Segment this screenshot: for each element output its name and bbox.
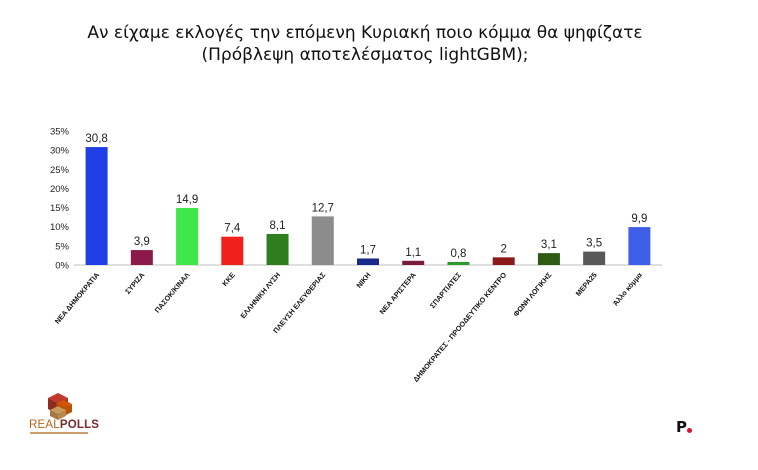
realpolls-underline [30, 432, 88, 434]
data-label: 1,7 [360, 244, 376, 256]
bar [402, 260, 425, 265]
category-tick-label: ΠΛΕΥΣΗ ΕΛΕΥΘΕΡΙΑΣ [271, 270, 328, 335]
y-tick-label: 25% [50, 165, 70, 176]
category-tick-label: ΣΠΑΡΤΙΑΤΕΣ [428, 270, 464, 310]
category-tick-label: ΠΑΣΟΚ/ΚΙΝΑΛ [153, 270, 192, 314]
data-label: 8,1 [270, 220, 286, 232]
chart-title-line-1: Αν είχαμε εκλογές την επόμενη Κυριακή πο… [87, 23, 643, 43]
data-label: 3,9 [134, 236, 150, 248]
bar [357, 258, 379, 265]
category-tick-label: ΚΚΕ [220, 270, 237, 288]
data-label: 14,9 [176, 194, 198, 206]
bar-series [85, 147, 651, 265]
data-label: 2 [500, 243, 506, 255]
data-label: 30,8 [85, 133, 107, 145]
category-tick-label: Άλλο κόμμα [611, 270, 645, 308]
category-tick-label: ΕΛΛΗΝΙΚΗ ΛΥΣΗ [238, 271, 282, 321]
bar [628, 227, 651, 265]
data-label: 9,9 [631, 213, 647, 225]
y-tick-label: 0% [55, 261, 69, 272]
category-tick-label: ΜΕΡΑ25 [574, 271, 599, 298]
bar [85, 147, 108, 265]
data-label: 3,1 [541, 239, 557, 251]
category-tick-label: ΔΗΜΟΚΡΑΤΕΣ - ΠΡΟΟΔΕΥΤΙΚΟ ΚΕΝΤΡΟ [411, 270, 508, 384]
y-tick-label: 10% [50, 222, 70, 233]
category-tick-label: ΝΙΚΗ [354, 271, 372, 290]
y-tick-label: 20% [50, 184, 70, 195]
bar [221, 236, 244, 265]
bar [176, 207, 199, 265]
realpolls-wordmark: REALPOLLS [29, 419, 100, 431]
chart-title: Αν είχαμε εκλογές την επόμενη Κυριακή πο… [0, 22, 730, 66]
x-axis-categories: ΝΕΑ ΔΗΜΟΚΡΑΤΙΑ ΣΥΡΙΖΑ ΠΑΣΟΚ/ΚΙΝΑΛ ΚΚΕ ΕΛΛΗΝΙ… [53, 270, 644, 384]
bar [447, 261, 470, 265]
bar [266, 233, 289, 265]
bar [583, 251, 606, 265]
category-tick-label: ΝΕΑ ΑΡΙΣΤΕΡΑ [378, 271, 418, 316]
bar [492, 257, 515, 265]
realpolls-logo-icon [48, 393, 72, 420]
y-tick-label: 35% [50, 127, 70, 138]
value-labels: 30,8 3,9 14,9 7,4 8,1 12,7 1,7 1,1 0,8 2 3,1 3,5 9,9 [85, 133, 647, 260]
corner-p-logo: P [676, 418, 687, 436]
data-label: 12,7 [312, 202, 334, 214]
category-tick-label: ΣΥΡΙΖΑ [123, 271, 146, 296]
bar [130, 250, 153, 265]
y-tick-label: 15% [50, 203, 70, 214]
corner-red-dot [687, 428, 692, 433]
bar [537, 253, 560, 265]
data-label: 1,1 [405, 247, 421, 259]
y-tick-label: 30% [50, 146, 70, 157]
y-tick-label: 5% [55, 241, 69, 252]
bar [311, 216, 334, 265]
data-label: 7,4 [224, 223, 241, 235]
y-axis: 0% 5% 10% 15% 20% 25% 30% 35% [50, 127, 662, 272]
chart-title-line-2: (Πρόβλεψη αποτελέσματος lightGBM); [201, 45, 529, 65]
data-label: 0,8 [450, 248, 466, 260]
category-tick-label: ΝΕΑ ΔΗΜΟΚΡΑΤΙΑ [53, 271, 101, 326]
data-label: 3,5 [586, 238, 602, 250]
category-tick-label: ΦΩΝΗ ΛΟΓΙΚΗΣ [511, 270, 554, 318]
